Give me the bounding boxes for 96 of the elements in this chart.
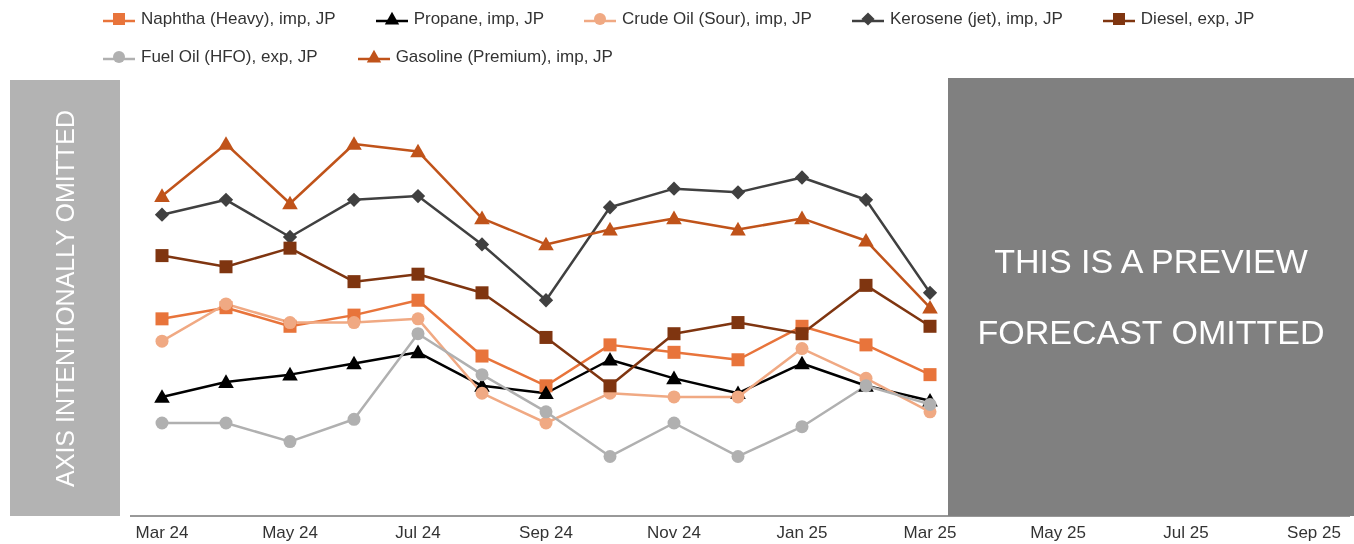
point	[155, 416, 169, 430]
point	[155, 312, 169, 326]
point	[858, 192, 874, 207]
point	[219, 416, 233, 430]
point	[283, 241, 297, 255]
point	[922, 285, 938, 300]
point	[282, 195, 298, 210]
point	[219, 297, 233, 311]
point	[347, 412, 361, 426]
point	[539, 330, 553, 344]
point	[667, 327, 681, 341]
point	[155, 334, 169, 348]
point	[411, 293, 425, 307]
x-tick-label: Mar 25	[903, 523, 957, 543]
point	[346, 136, 362, 150]
point	[475, 349, 489, 363]
x-tick-label: Nov 24	[647, 523, 701, 543]
point	[794, 210, 810, 225]
point	[602, 351, 618, 366]
point	[795, 420, 809, 434]
point	[603, 338, 617, 352]
point	[538, 385, 554, 400]
point	[858, 232, 874, 247]
point	[730, 221, 746, 236]
x-tick-label: May 24	[262, 523, 318, 543]
point	[731, 390, 745, 404]
legend-label: Diesel, exp, JP	[1140, 9, 1255, 29]
point	[603, 449, 617, 463]
point	[667, 345, 681, 359]
point	[923, 397, 937, 411]
point	[218, 192, 234, 207]
point	[795, 327, 809, 341]
point	[859, 278, 873, 292]
point	[410, 143, 426, 158]
point	[474, 210, 490, 225]
point	[218, 374, 234, 388]
point	[411, 267, 425, 281]
point	[667, 416, 681, 430]
point	[859, 338, 873, 352]
legend-label: Crude Oil (Sour), imp, JP	[622, 9, 812, 29]
annotation: FORECAST OMITTED	[977, 313, 1325, 352]
point	[346, 355, 362, 370]
point	[923, 319, 937, 333]
point	[730, 185, 746, 200]
point	[666, 181, 682, 196]
point	[410, 344, 426, 359]
legend-label: Kerosene (jet), imp, JP	[889, 9, 1063, 29]
x-tick-label: Sep 24	[519, 523, 573, 543]
x-tick-label: Mar 24	[135, 523, 189, 543]
legend-label: Naphtha (Heavy), imp, JP	[141, 9, 336, 29]
x-tick-label: Jul 25	[1163, 523, 1209, 543]
legend-label: Fuel Oil (HFO), exp, JP	[141, 47, 318, 67]
point	[154, 389, 170, 403]
overlay-panel: THIS IS A PREVIEW FORECAST OMITTED	[948, 78, 1354, 516]
point	[411, 327, 425, 341]
point	[154, 188, 170, 202]
point	[731, 449, 745, 463]
point	[347, 316, 361, 330]
x-tick-label: May 25	[1030, 523, 1086, 543]
point	[475, 386, 489, 400]
point	[282, 366, 298, 381]
point	[538, 236, 554, 251]
point	[411, 312, 425, 326]
point	[346, 192, 362, 207]
point	[539, 405, 553, 419]
point	[154, 207, 170, 222]
x-tick-label: Sep 25	[1287, 523, 1341, 543]
point	[794, 170, 810, 185]
point	[283, 435, 297, 449]
point	[219, 260, 233, 274]
point	[602, 221, 618, 236]
point	[538, 293, 554, 308]
x-tick-label: Jan 25	[776, 523, 828, 543]
point	[922, 299, 938, 314]
legend-label: Propane, imp, JP	[413, 9, 545, 29]
point	[218, 136, 234, 150]
point	[731, 316, 745, 330]
point	[603, 379, 617, 393]
point	[666, 370, 682, 385]
point	[410, 188, 426, 204]
point	[794, 355, 810, 370]
legend-label: Gasoline (Premium), imp, JP	[395, 47, 613, 67]
side-panel: AXIS INTENTIONALLY OMITTED	[10, 80, 120, 516]
point	[602, 200, 618, 215]
point	[474, 237, 490, 252]
point	[731, 353, 745, 367]
point	[795, 342, 809, 356]
point	[475, 286, 489, 300]
point	[667, 390, 681, 404]
point	[666, 210, 682, 225]
annotation: THIS IS A PREVIEW	[994, 242, 1308, 281]
point	[347, 275, 361, 289]
point	[155, 249, 169, 263]
point	[475, 368, 489, 382]
point	[923, 368, 937, 382]
x-tick-label: Jul 24	[395, 523, 441, 543]
